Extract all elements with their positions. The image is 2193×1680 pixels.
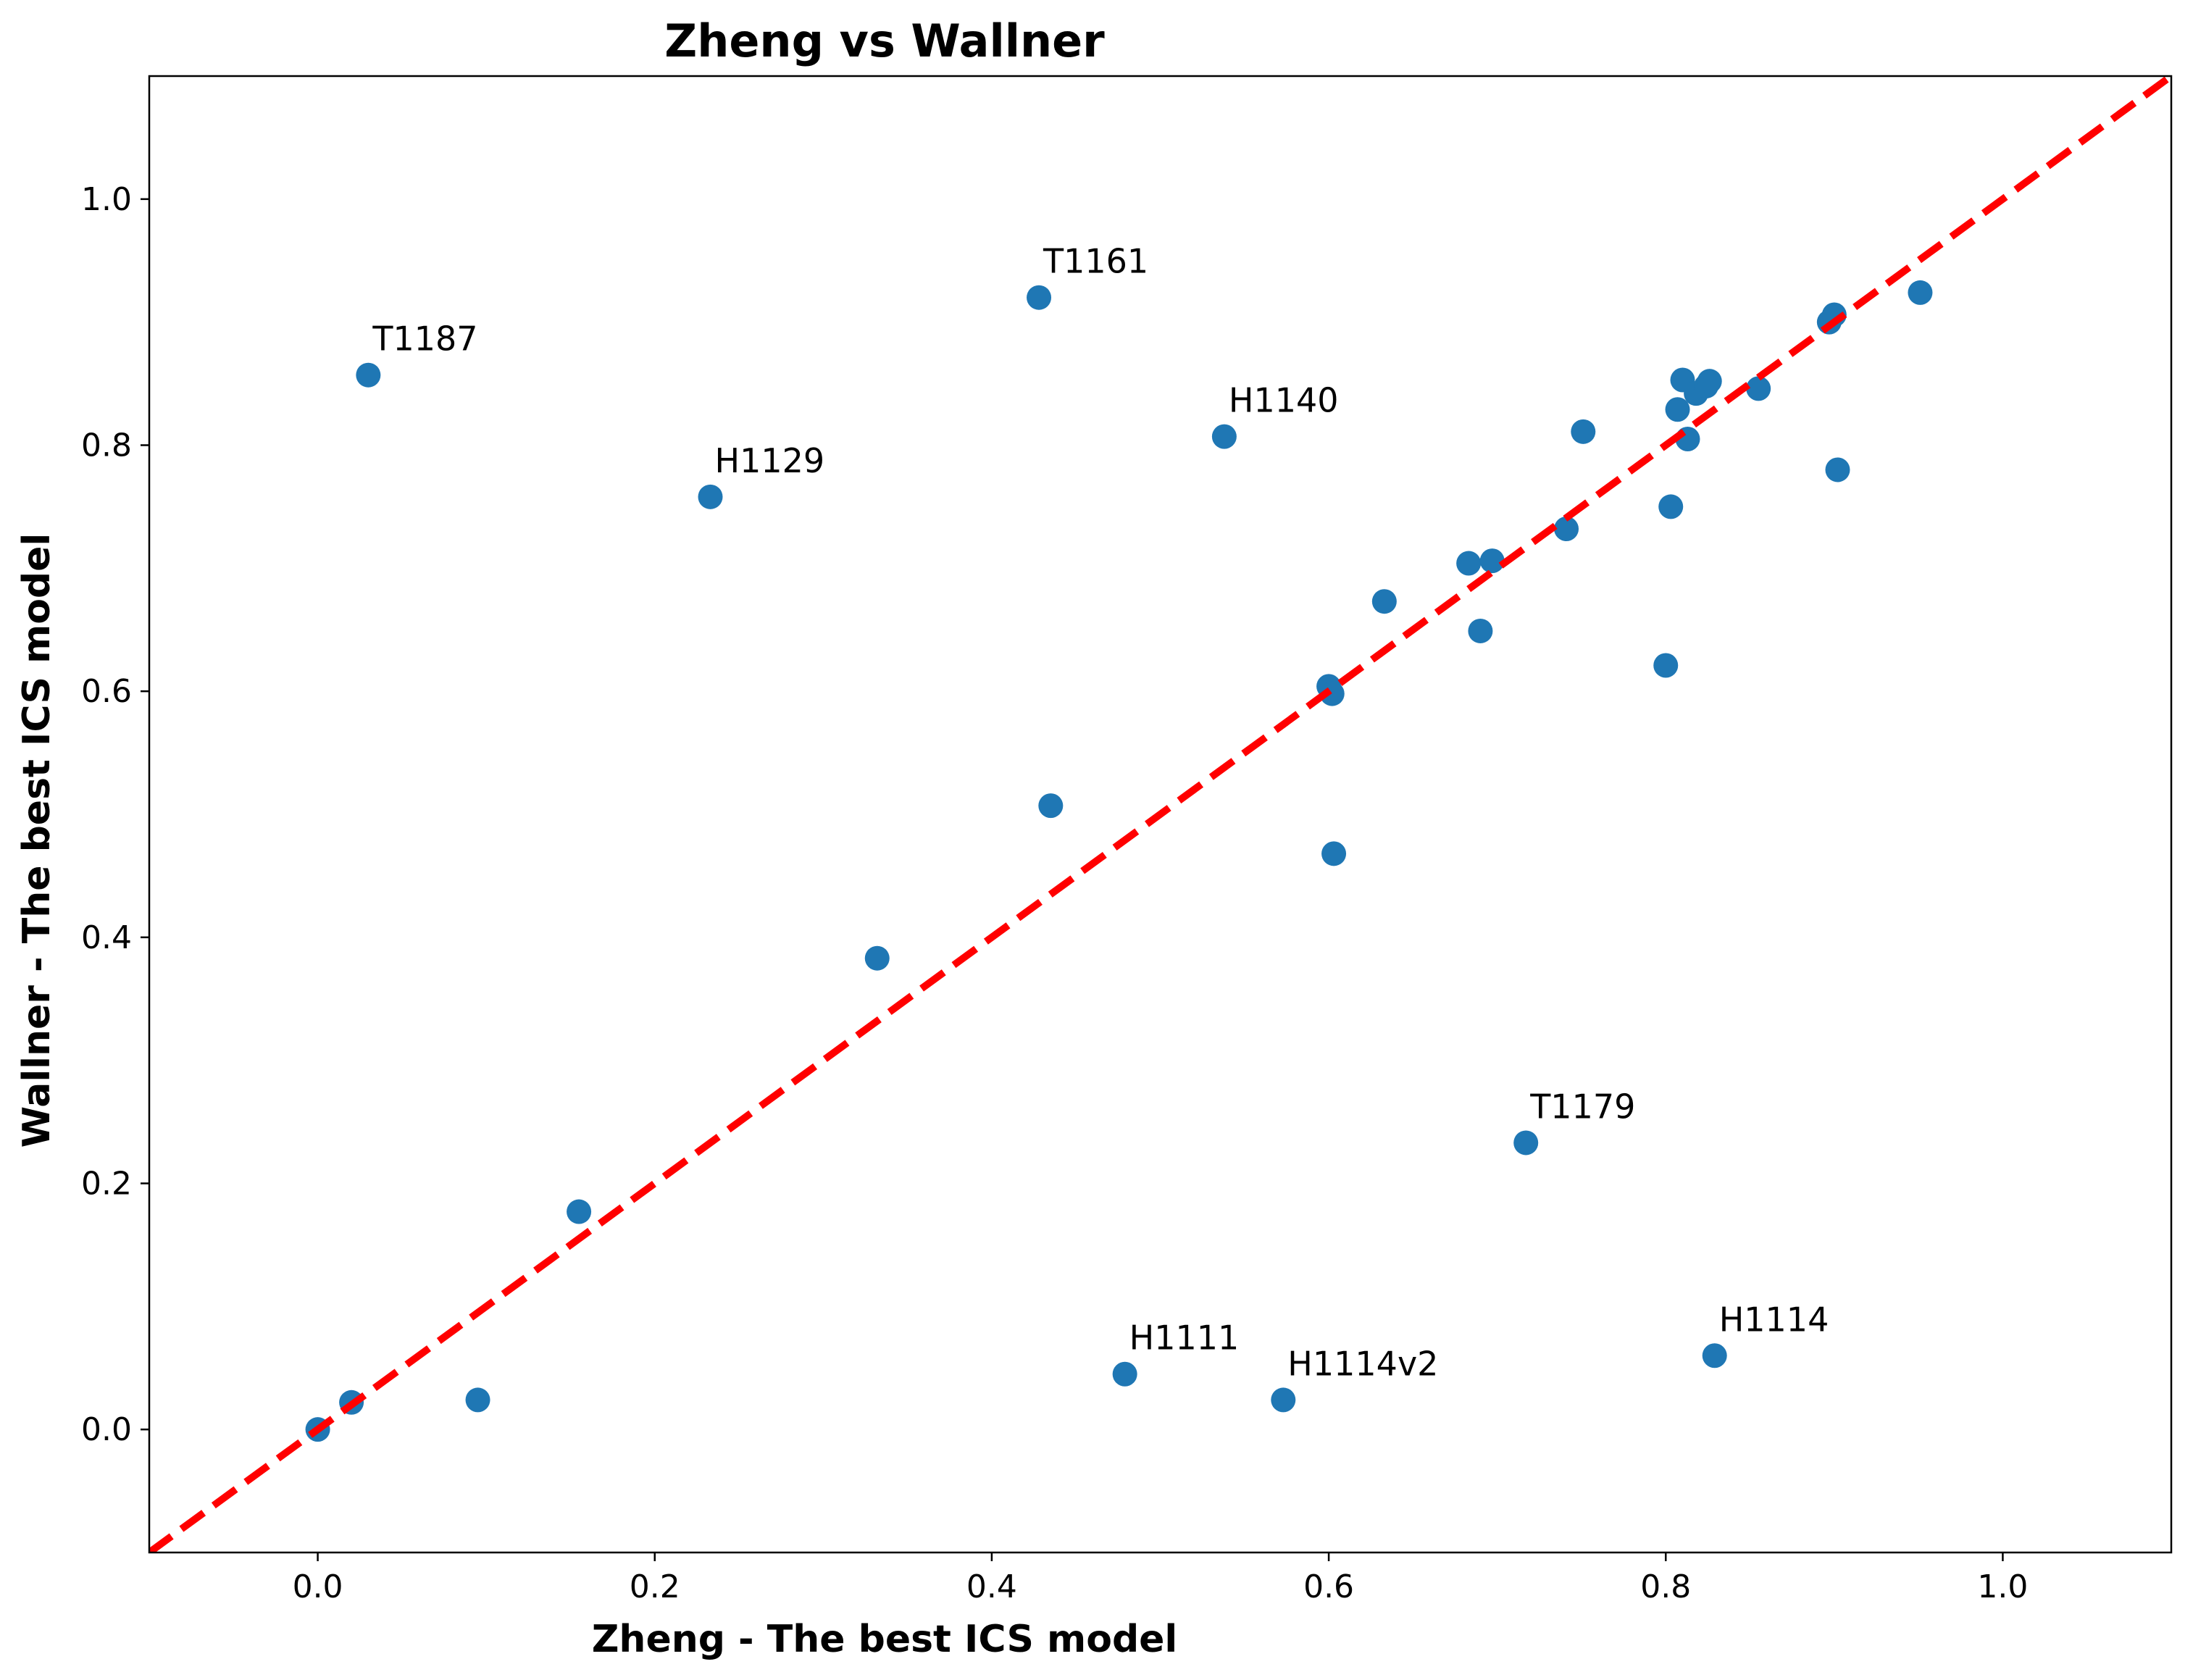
plot-frame	[148, 75, 2173, 1554]
x-tick-label: 0.4	[966, 1568, 1017, 1605]
y-axis-label: Wallner - The best ICS model	[15, 533, 59, 1148]
point-label-t1161: T1161	[1043, 242, 1148, 281]
data-point-10	[1456, 551, 1482, 576]
x-tick-label: 0.6	[1303, 1568, 1354, 1605]
data-point-23	[1746, 376, 1771, 401]
data-point-11	[1468, 618, 1493, 643]
data-point-15	[1653, 653, 1679, 678]
data-point-3	[567, 1199, 592, 1224]
data-point-h1111	[1112, 1361, 1137, 1387]
data-point-7	[1319, 681, 1345, 706]
y-tick-label: 0.2	[81, 1166, 132, 1203]
data-point-17	[1665, 397, 1690, 422]
x-tick-label: 1.0	[1977, 1568, 2028, 1605]
data-point-t1179	[1513, 1130, 1539, 1155]
plot-area: T1187 T1161 H1140 H1129 T1179 H1111 H1114v2 H11…	[148, 75, 2173, 1554]
y-tick-label: 0.8	[81, 427, 132, 464]
data-point-8	[1321, 841, 1347, 866]
point-label-t1187: T1187	[372, 319, 477, 359]
plot-inner	[149, 76, 2171, 1552]
y-tick-label: 0.4	[81, 919, 132, 956]
x-tick-label: 0.0	[293, 1568, 343, 1605]
data-point-h1114v2	[1271, 1387, 1296, 1413]
data-point-h1129	[698, 484, 723, 509]
data-point-h1114	[1702, 1343, 1727, 1368]
y-tick-label: 1.0	[81, 181, 132, 218]
data-point-t1187	[356, 362, 381, 388]
data-point-22	[1697, 369, 1722, 394]
point-label-h1129: H1129	[715, 441, 825, 480]
point-label-h1114v2: H1114v2	[1287, 1344, 1438, 1383]
data-point-27	[1908, 280, 1933, 305]
y-tick-label: 0.0	[81, 1411, 132, 1448]
chart-title: Zheng vs Wallner	[664, 14, 1105, 67]
x-axis-label: Zheng - The best ICS model	[592, 1618, 1178, 1661]
x-tick-label: 0.2	[630, 1568, 680, 1605]
data-point-12	[1479, 548, 1505, 574]
data-point-13	[1554, 516, 1579, 541]
point-label-h1111: H1111	[1129, 1318, 1240, 1358]
data-point-16	[1658, 494, 1684, 519]
point-label-h1140: H1140	[1229, 381, 1339, 420]
point-label-h1114: H1114	[1719, 1300, 1829, 1339]
diagonal-reference-line	[149, 76, 2171, 1552]
x-tick-label: 0.8	[1640, 1568, 1691, 1605]
data-point-t1161	[1027, 285, 1052, 310]
data-point-9	[1371, 589, 1397, 614]
axis-ticks: 0.0 0.2 0.4 0.6 0.8 1.0 0.0 0.2 0.4 0.6 0.8 1.0	[81, 181, 2028, 1605]
point-label-t1179: T1179	[1529, 1087, 1635, 1126]
data-point-h1140	[1211, 424, 1237, 449]
y-tick-label: 0.6	[81, 673, 132, 710]
data-point-5	[1038, 793, 1064, 819]
data-point-14	[1571, 419, 1596, 444]
data-point-4	[864, 945, 890, 971]
data-point-26	[1825, 457, 1850, 482]
data-point-2	[465, 1387, 490, 1413]
